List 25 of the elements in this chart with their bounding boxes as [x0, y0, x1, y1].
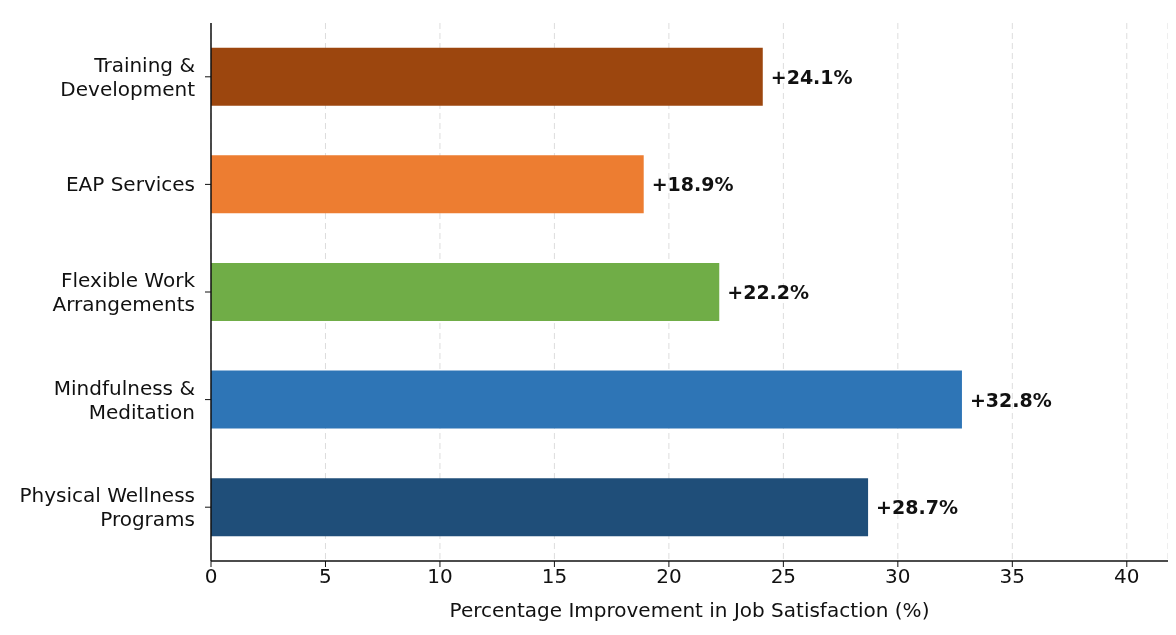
x-tick-label: 25 [770, 564, 797, 589]
x-tick-label: 30 [885, 564, 911, 589]
y-tick-label: Training & Development [60, 52, 196, 101]
y-tick-label: Physical Wellness Programs [19, 483, 195, 532]
x-tick-label: 15 [541, 564, 568, 589]
y-tick-label: Flexible Work Arrangements [52, 268, 196, 316]
y-tick-label: Mindfulness & Meditation [53, 375, 195, 424]
data-label: +18.9% [651, 173, 734, 196]
bar [211, 370, 962, 429]
x-tick-label: 10 [427, 564, 453, 589]
bar [211, 262, 720, 321]
x-tick-label: 20 [656, 564, 682, 589]
data-label: +32.8% [969, 388, 1052, 411]
x-axis-title: Percentage Improvement in Job Satisfaction (%) [449, 598, 930, 622]
bar [211, 47, 763, 106]
data-label: +22.2% [727, 280, 810, 303]
x-tick-label: 35 [999, 564, 1026, 589]
data-label: +28.7% [876, 496, 958, 519]
x-tick-label: 40 [1114, 564, 1140, 589]
x-tick-label: 5 [319, 564, 332, 589]
bar [211, 155, 644, 214]
y-tick-label: EAP Services [65, 172, 195, 197]
data-label: +24.1% [770, 65, 853, 88]
x-tick-label: 0 [204, 564, 218, 589]
bar [211, 478, 869, 537]
